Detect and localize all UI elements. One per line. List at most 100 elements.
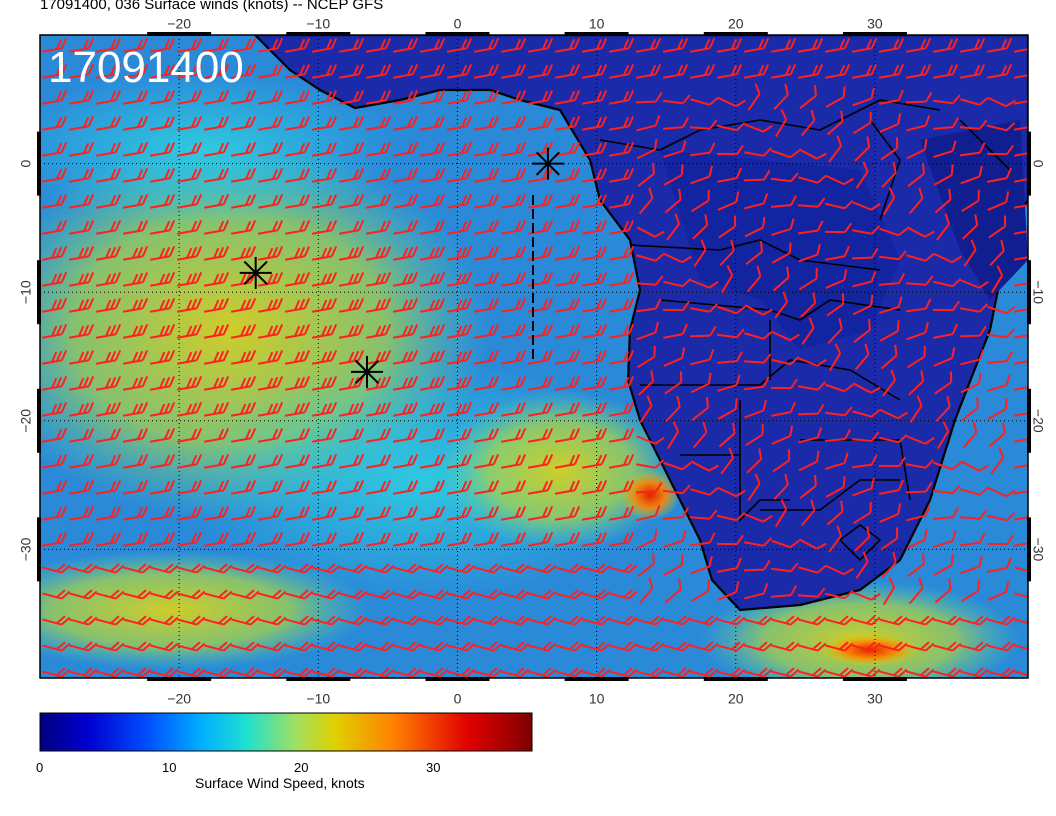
wind-barb: [447, 615, 476, 626]
wind-barb: [986, 557, 1012, 573]
wind-barb: [338, 89, 365, 105]
wind-barb: [582, 589, 611, 600]
wind-barb: [770, 195, 798, 208]
wind-barb: [906, 667, 935, 678]
wind-barb: [717, 398, 738, 420]
wind-barb: [744, 330, 773, 340]
wind-barb: [636, 252, 665, 262]
wind-barb: [473, 453, 500, 469]
wind-barb: [528, 563, 557, 574]
wind-barb: [150, 589, 179, 600]
wind-barb: [203, 531, 230, 547]
wind-barb: [177, 589, 206, 600]
wind-barb: [826, 110, 844, 136]
wind-barb: [554, 531, 581, 547]
wind-barb: [636, 615, 665, 626]
wind-barb: [987, 512, 1016, 522]
wind-barb: [149, 479, 176, 495]
wind-barb: [203, 63, 230, 79]
wind-barb: [663, 667, 692, 678]
wind-barb: [393, 667, 422, 678]
wind-barb: [41, 401, 68, 417]
wind-barb: [878, 273, 906, 286]
wind-barb: [68, 115, 95, 131]
wind-barb: [176, 115, 203, 131]
wind-barb: [203, 219, 230, 235]
wind-barb: [878, 37, 905, 53]
wind-barb: [554, 89, 581, 105]
wind-barb: [932, 300, 960, 312]
wind-barb: [906, 615, 935, 626]
wind-barb: [176, 63, 203, 79]
wind-barb: [639, 395, 653, 423]
wind-barb: [581, 323, 608, 339]
map-frame: [39, 34, 1029, 679]
wind-barb: [230, 245, 257, 261]
wind-barb: [744, 193, 769, 210]
wind-barb: [284, 167, 311, 183]
wind-barb: [338, 323, 365, 339]
wind-barb: [527, 375, 554, 391]
frame-tick-left: [37, 388, 41, 453]
wind-barb: [95, 427, 122, 443]
wind-barb: [366, 615, 395, 626]
wind-barb: [635, 275, 664, 286]
wind-barb: [311, 37, 338, 53]
wind-barb: [338, 531, 365, 547]
wind-barb: [908, 577, 924, 605]
wind-barb: [284, 219, 311, 235]
wind-barb: [338, 37, 365, 53]
wind-barb: [257, 141, 284, 157]
wind-barb: [122, 141, 149, 157]
wind-barb: [582, 615, 611, 626]
wind-barb: [717, 486, 746, 498]
wind-barb: [717, 667, 746, 678]
wind-barb: [365, 297, 392, 313]
wind-barb: [690, 579, 710, 603]
wind-barb: [96, 615, 125, 626]
wind-barb: [527, 479, 554, 495]
wind-barb: [743, 353, 772, 364]
wind-barb: [41, 323, 68, 339]
wind-barb: [987, 486, 1016, 498]
wind-barb: [41, 453, 68, 469]
wind-barb: [879, 296, 903, 314]
wind-barb: [42, 615, 71, 626]
wind-barb: [959, 142, 986, 157]
wind-barb: [609, 641, 638, 652]
wind-barb: [960, 615, 989, 626]
wind-barb: [744, 583, 769, 600]
wind-barb: [851, 37, 878, 53]
wind-barb: [608, 271, 635, 287]
wind-barb: [419, 219, 446, 235]
wind-barb: [446, 141, 473, 157]
wind-barb: [716, 37, 743, 53]
wind-barb: [527, 37, 554, 53]
wind-barb: [879, 408, 908, 420]
wind-barb: [149, 453, 176, 469]
wind-barb: [987, 581, 1010, 601]
wind-barb: [582, 563, 611, 574]
wind-barb: [933, 278, 962, 288]
wind-barb: [419, 349, 446, 365]
wind-barb: [824, 406, 853, 417]
wind-barb: [500, 427, 527, 443]
wind-barb: [258, 563, 287, 574]
wind-barb: [446, 323, 473, 339]
wind-barb: [365, 63, 392, 79]
wind-barb: [527, 193, 554, 209]
wind-barb: [959, 37, 986, 53]
wind-barb: [1013, 125, 1028, 131]
wind-barb: [149, 167, 176, 183]
wind-barb: [1013, 99, 1028, 105]
wind-barb: [230, 167, 257, 183]
wind-barb: [1014, 644, 1028, 652]
wind-barb: [743, 376, 770, 391]
wind-barb: [311, 375, 338, 391]
wind-barb: [989, 239, 1005, 266]
wind-barb: [800, 292, 817, 318]
colorbar-tick: 20: [294, 760, 309, 775]
wind-barb: [419, 89, 446, 105]
wind-barb: [581, 193, 608, 209]
wind-barb: [392, 141, 419, 157]
